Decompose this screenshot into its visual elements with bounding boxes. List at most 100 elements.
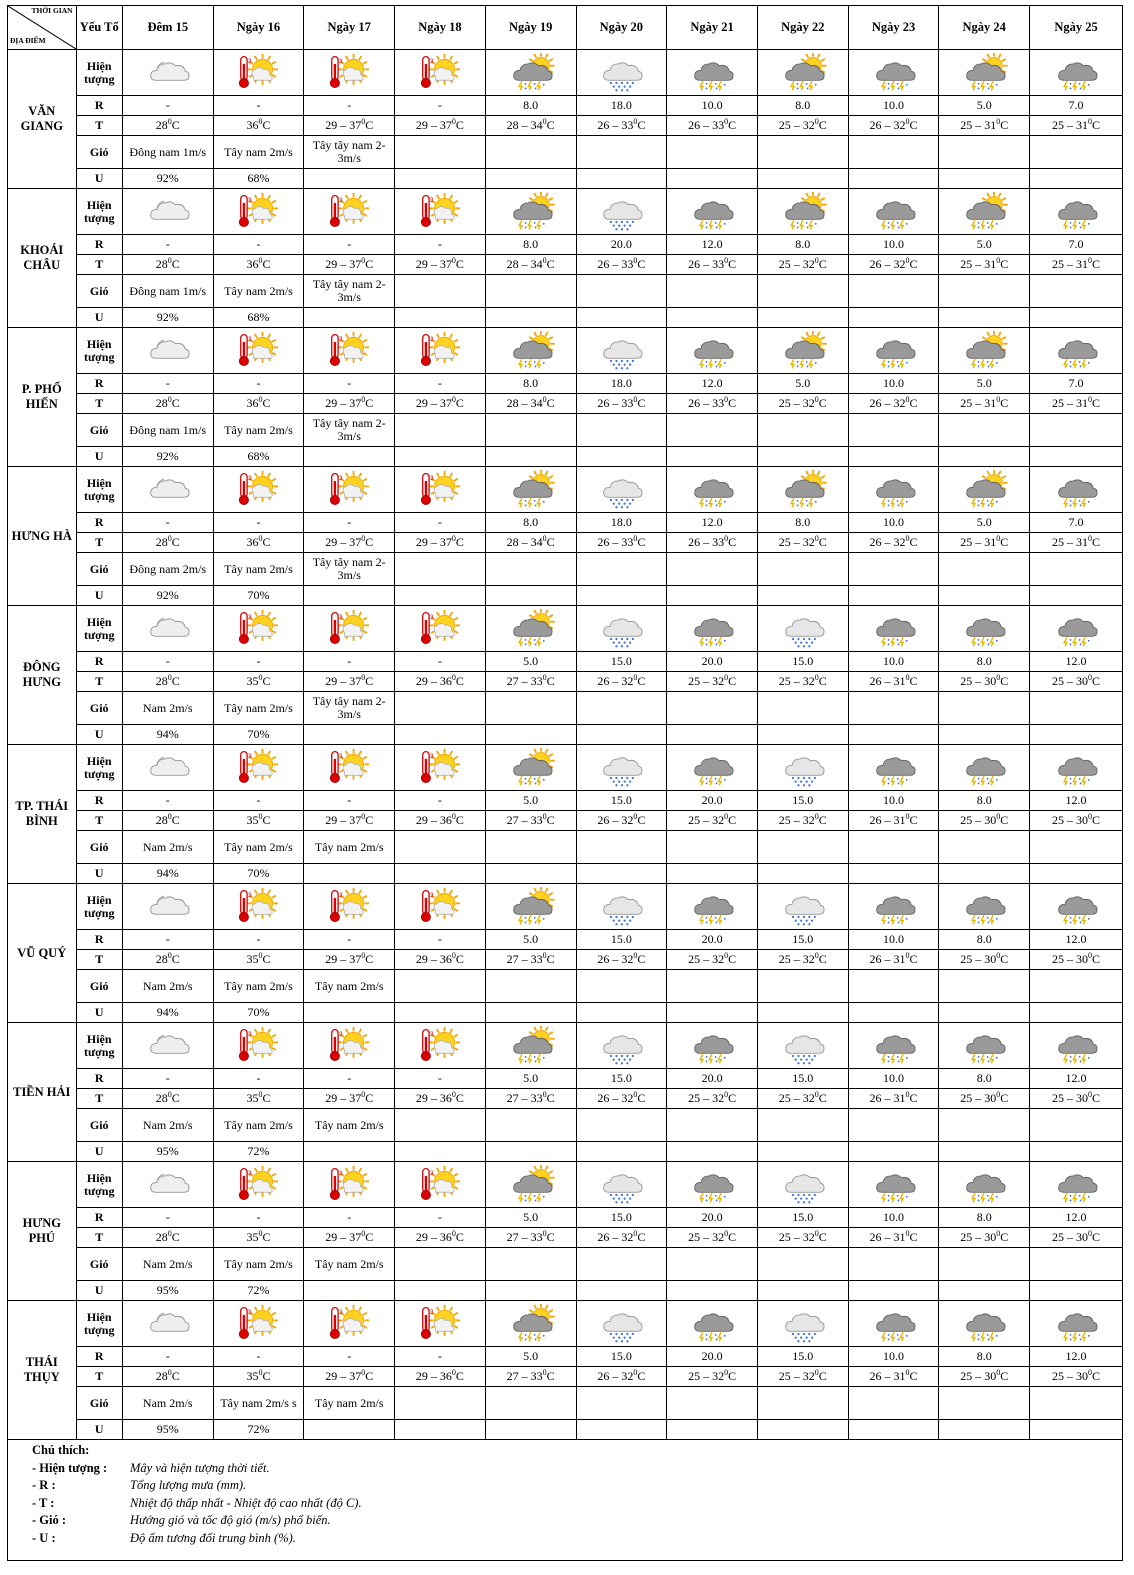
temp-range: 36 <box>246 118 259 132</box>
temp-range: 35 <box>246 813 259 827</box>
wind-value <box>847 413 940 447</box>
hot-sun-thermometer-icon: 3 <box>330 1026 370 1061</box>
hot-sun-thermometer-icon: 3 <box>420 1165 460 1200</box>
phenomenon-row: TP. THÁI BÌNH Hiện tượng 3 3 3 <box>7 744 1123 884</box>
temp-range: 29 – 36 <box>415 813 452 827</box>
humidity-value <box>394 724 486 745</box>
row-label-humidity: U <box>75 863 123 884</box>
icon-cell: 3 <box>303 327 396 374</box>
temp-unit: 0C <box>633 1091 645 1105</box>
humidity-value: 94% <box>121 863 214 884</box>
wind-value <box>394 1108 486 1142</box>
svg-text:3: 3 <box>430 614 434 621</box>
icon-cell <box>756 1300 849 1347</box>
celsius: C <box>262 674 271 688</box>
degree-sup: 0 <box>724 951 729 960</box>
wind-value <box>484 135 577 169</box>
phenomenon-row: THÁI THỤY Hiện tượng 3 3 3 <box>7 1300 1123 1440</box>
wind-value <box>938 691 1031 725</box>
rain-value: 18.0 <box>575 95 668 116</box>
humidity-row: U 92% 68% <box>8 168 1123 189</box>
thunderstorm-icon <box>875 1034 916 1064</box>
degree-sup: 0 <box>167 256 172 265</box>
temp-unit: 0C <box>258 535 270 549</box>
temp-row: T 280C 360C 29 – 370C 29 – 370C 28 – 340C 26 –… <box>8 393 1123 414</box>
icon-cell <box>756 327 849 374</box>
hot-sun-thermometer-icon: 3 <box>239 192 279 227</box>
temp-value: 29 – 370C <box>303 115 396 136</box>
celsius: C <box>637 118 646 132</box>
degree-sup: 0 <box>1088 1368 1093 1377</box>
thunderstorm-icon <box>875 61 916 91</box>
degree-sup: 0 <box>996 812 1001 821</box>
rain-cloud-icon <box>603 1173 643 1203</box>
icon-cell <box>847 1161 940 1208</box>
temp-unit: 0C <box>452 396 464 410</box>
temp-value: 26 – 310C <box>847 810 940 831</box>
humidity-value <box>666 585 758 606</box>
temp-value: 29 – 370C <box>303 671 396 692</box>
wind-value: Tây nam 2m/s <box>303 1247 396 1281</box>
icon-cell <box>756 1022 849 1069</box>
wind-value <box>847 135 940 169</box>
wind-value <box>575 1108 668 1142</box>
temp-range: 25 – 30 <box>1052 674 1089 688</box>
temp-value: 25 – 320C <box>756 532 849 553</box>
icon-cell <box>121 1161 214 1208</box>
rain-value: 12.0 <box>1029 651 1123 672</box>
humidity-value: 92% <box>121 307 214 328</box>
thunderstorm-icon <box>694 756 734 786</box>
temp-value: 29 – 360C <box>394 1227 486 1248</box>
rain-value: - <box>394 651 486 672</box>
temp-value: 25 – 300C <box>1029 810 1123 831</box>
temp-range: 25 – 30 <box>1052 1230 1089 1244</box>
temp-range: 26 – 33 <box>597 118 634 132</box>
rain-value: 15.0 <box>756 1068 849 1089</box>
time-label: THỜI GIAN <box>31 6 73 15</box>
icon-cell <box>938 466 1031 513</box>
cloudy-night-icon <box>150 200 190 220</box>
celsius: C <box>262 1091 271 1105</box>
wind-value <box>756 830 849 864</box>
temp-unit: 0C <box>1088 1091 1100 1105</box>
icon-cell <box>938 327 1031 374</box>
temp-value: 29 – 360C <box>394 1088 486 1109</box>
temp-range: 25 – 32 <box>688 1091 725 1105</box>
temp-range: 29 – 37 <box>325 535 362 549</box>
wind-value <box>847 552 940 586</box>
row-label-rain: R <box>75 651 123 672</box>
celsius: C <box>171 396 180 410</box>
celsius: C <box>909 396 918 410</box>
humidity-row: U 92% 70% <box>8 585 1123 606</box>
celsius: C <box>546 535 555 549</box>
degree-sup: 0 <box>361 1229 366 1238</box>
rain-row: R - - - -5.0 15.0 20.0 15.0 10.0 8.0 12.0 <box>8 1207 1123 1228</box>
temp-value: 25 – 300C <box>1029 1366 1123 1387</box>
row-label-phenomenon: Hiện tượng <box>75 327 123 374</box>
rain-value: 7.0 <box>1029 512 1123 533</box>
legend-key: - R : <box>32 1478 56 1492</box>
rain-value: 5.0 <box>938 373 1031 394</box>
humidity-row: U 94% 70% <box>8 1002 1123 1023</box>
phenomenon-row: P. PHỐ HIẾN Hiện tượng 3 3 3 <box>7 327 1123 467</box>
row-label-humidity: U <box>75 446 123 467</box>
wind-row: Gió Đông nam 1m/s Tây nam 2m/s Tây tây nam … <box>8 413 1123 447</box>
thunderstorm-icon <box>875 617 916 647</box>
rain-cloud-icon <box>603 617 643 647</box>
icon-cell: 3 <box>394 1022 486 1069</box>
row-label-rain: R <box>75 929 123 950</box>
celsius: C <box>262 1369 271 1383</box>
temp-unit: 0C <box>633 674 645 688</box>
row-label-humidity: U <box>75 1280 123 1301</box>
temp-unit: 0C <box>996 674 1008 688</box>
wind-value <box>938 1247 1031 1281</box>
temp-row: T 280C 360C 29 – 370C 29 – 370C 28 – 340C 26 –… <box>8 115 1123 136</box>
icon-cell <box>847 1300 940 1347</box>
rain-cloud-icon <box>785 1173 825 1203</box>
humidity-value <box>756 863 849 884</box>
icon-cell <box>938 883 1031 930</box>
rain-value: 10.0 <box>847 929 940 950</box>
rain-value: 8.0 <box>756 234 849 255</box>
rain-value: 15.0 <box>575 651 668 672</box>
row-label-rain: R <box>75 1207 123 1228</box>
